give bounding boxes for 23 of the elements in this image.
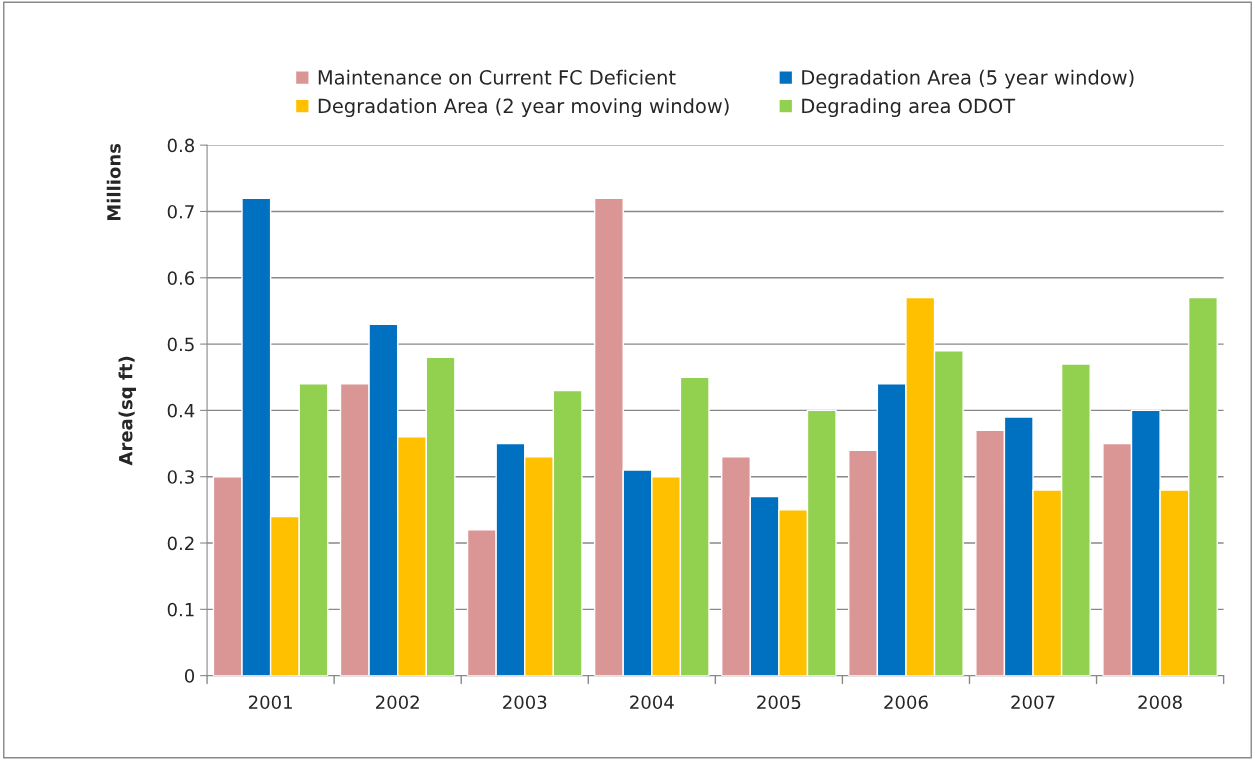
y-axis-title: Area(sq ft) xyxy=(118,356,136,466)
x-tick-label: 2007 xyxy=(1011,695,1055,710)
y-tick-label: 0.4 xyxy=(167,403,195,418)
y-tick-label: 0.6 xyxy=(167,271,195,285)
x-tick-label: 2003 xyxy=(503,695,547,710)
text: Millions xyxy=(106,143,121,221)
legend-label: Degrading area ODOT xyxy=(802,98,1016,118)
y-tick-label: 0.3 xyxy=(167,470,194,484)
x-tick-label: 2006 xyxy=(884,695,928,710)
legend-label: Degradation Area (5 year window) xyxy=(802,69,1134,89)
legend-label: Maintenance on Current FC Deficient xyxy=(318,69,676,85)
y-tick-label: 0.7 xyxy=(167,204,194,219)
y-tick-label: 0.2 xyxy=(167,536,194,551)
x-tick-label: 2008 xyxy=(1138,695,1182,710)
y-tick-label: 0.5 xyxy=(167,337,194,352)
x-tick-label: 2004 xyxy=(630,695,674,710)
x-tick-label: 2002 xyxy=(376,695,419,710)
legend-label: Degradation Area (2 year moving window) xyxy=(318,98,729,118)
y-tick-label: 0.8 xyxy=(167,138,195,153)
y-tick-label: 0.1 xyxy=(167,602,194,617)
y-tick-label: 0 xyxy=(184,669,195,683)
x-tick-label: 2001 xyxy=(248,695,292,710)
x-tick-label: 2005 xyxy=(757,695,801,710)
